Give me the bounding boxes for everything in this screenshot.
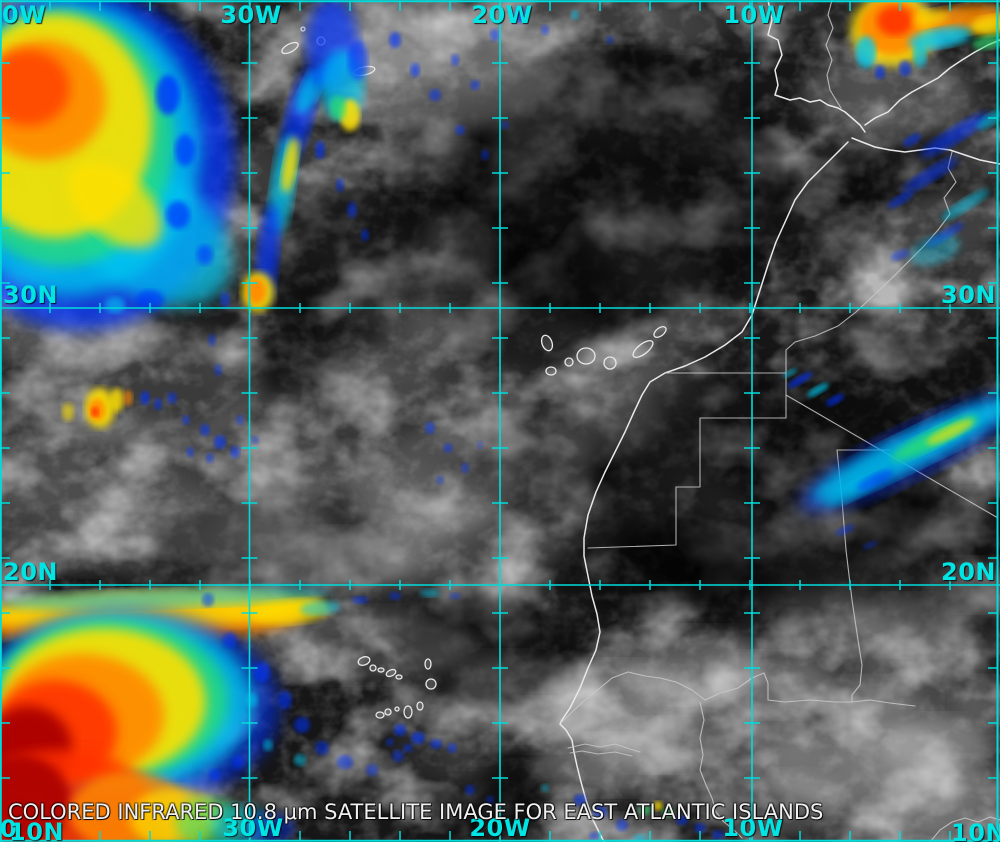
coastline-west-africa <box>559 137 1000 842</box>
lat-label-right-30n: 30N <box>941 281 996 309</box>
lat-label-left-20n: 20N <box>3 558 58 586</box>
lon-label-bottom-30w: 30W <box>222 814 284 842</box>
border-senegal <box>561 671 916 839</box>
lon-label-top-20w: 20W <box>471 1 533 29</box>
caption-block: COLORED INFRARED 10.8 μm SATELLITE IMAGE… <box>8 755 823 842</box>
lon-label-bottom-10w: 10W <box>722 814 784 842</box>
lon-label-top-30w: 30W <box>220 1 282 29</box>
lon-label-corner-fragment: 0 <box>0 815 18 842</box>
island-outlines <box>281 26 667 719</box>
product-title: COLORED INFRARED 10.8 μm SATELLITE IMAGE… <box>8 800 824 824</box>
lon-label-top-40w: 0W <box>2 1 47 29</box>
border-morocco-algeria <box>785 151 957 374</box>
border-gambia <box>567 743 641 757</box>
coastline-iberia <box>767 0 1000 133</box>
lat-label-bottom-right-10n: 10N <box>951 819 1000 842</box>
lat-label-bottom-left-10n: 10N <box>9 818 64 842</box>
border-niger-river <box>929 816 1000 842</box>
lon-label-top-10w: 10W <box>723 1 785 29</box>
border-western-sahara <box>587 372 787 549</box>
lat-label-right-20n: 20N <box>941 558 996 586</box>
lon-label-bottom-20w: 20W <box>469 814 531 842</box>
lat-label-left-30n: 30N <box>3 281 58 309</box>
border-portugal-spain <box>825 0 842 109</box>
